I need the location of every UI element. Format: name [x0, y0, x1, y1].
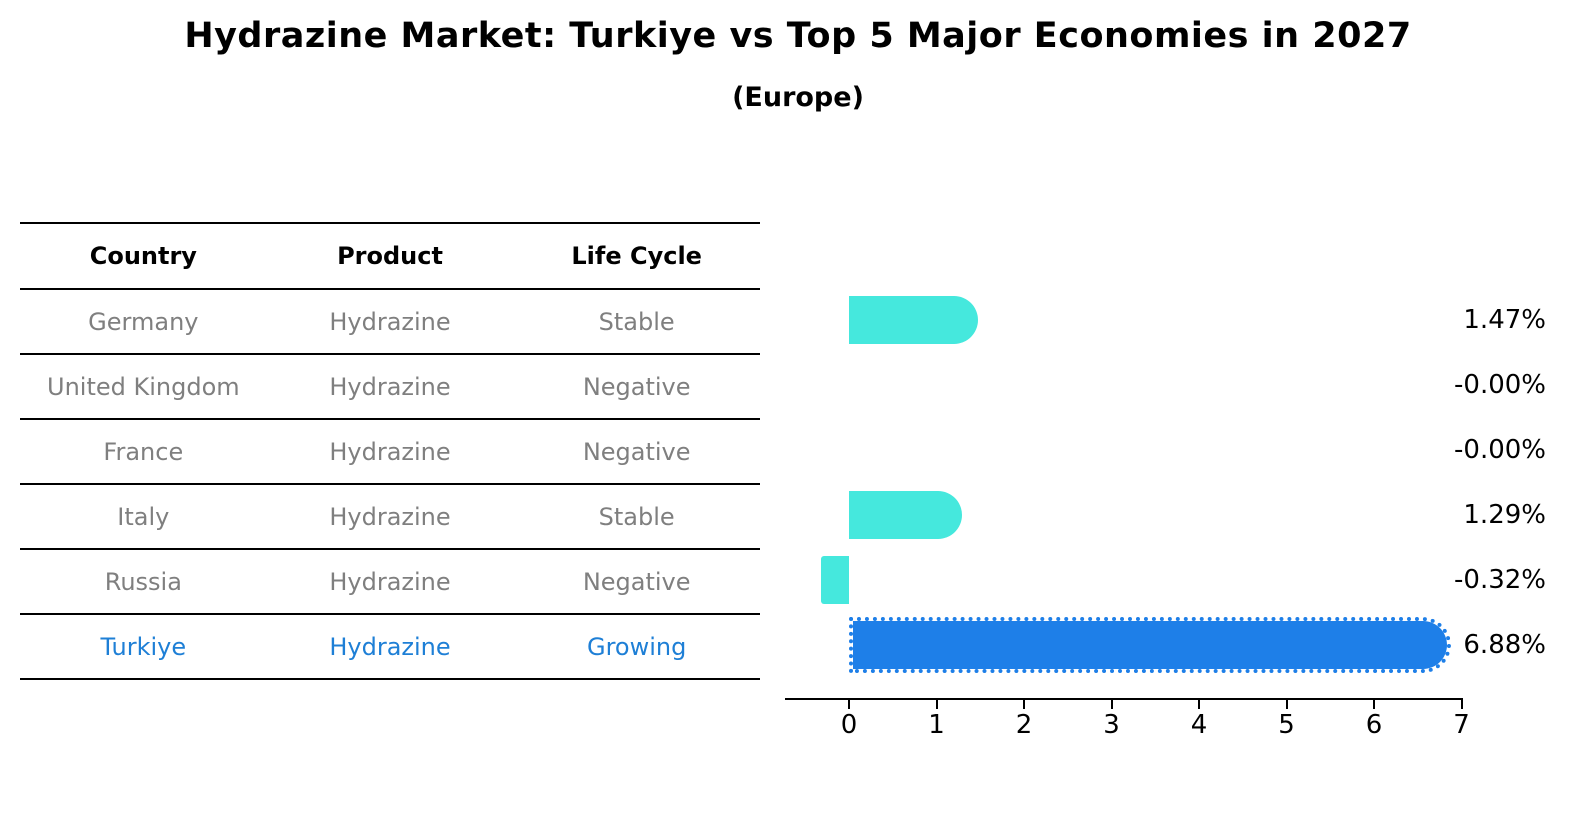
- table-cell-life-cycle: Negative: [582, 437, 691, 466]
- x-axis-tick: [1285, 700, 1288, 709]
- x-axis-tick: [1110, 700, 1113, 709]
- x-axis-tick-label: 2: [1015, 710, 1033, 740]
- bar-turkiye: [849, 617, 1451, 673]
- x-axis-tick-label: 3: [1103, 710, 1120, 740]
- table-cell-country: Germany: [88, 307, 199, 336]
- table-cell-country: Turkiye: [100, 632, 187, 661]
- x-axis-tick: [1373, 700, 1375, 709]
- x-axis-tick-label: 1: [928, 710, 945, 740]
- x-axis-tick-label: 5: [1278, 710, 1295, 740]
- table-cell-product: Hydrazine: [329, 502, 451, 531]
- x-axis-tick-label: 0: [840, 710, 858, 740]
- table-cell-life-cycle: Growing: [586, 632, 687, 661]
- table-row: Germany Hydrazine Stable: [20, 290, 760, 355]
- column-header-country: Country: [89, 242, 197, 270]
- table-cell-country: France: [103, 437, 184, 466]
- x-axis-tick-label: 6: [1365, 710, 1383, 740]
- x-axis-tick: [935, 700, 938, 709]
- table-cell-product: Hydrazine: [329, 307, 451, 336]
- table-cell-country: Italy: [117, 502, 170, 531]
- table-cell-life-cycle: Stable: [598, 307, 675, 336]
- column-header-product: Product: [337, 242, 443, 270]
- chart-title: Hydrazine Market: Turkiye vs Top 5 Major…: [184, 16, 1412, 56]
- column-header-life-cycle: Life Cycle: [571, 242, 702, 270]
- table-cell-life-cycle: Negative: [582, 372, 691, 401]
- bar-russia: [821, 556, 849, 604]
- x-axis-tick: [1023, 700, 1025, 709]
- table-cell-product: Hydrazine: [329, 372, 451, 401]
- value-label-united-kingdom: -0.00%: [1454, 370, 1546, 400]
- table-cell-country: United Kingdom: [47, 372, 240, 401]
- table-row: Turkiye Hydrazine Growing: [20, 615, 760, 680]
- x-axis-tick: [1198, 700, 1200, 709]
- table-row: United Kingdom Hydrazine Negative: [20, 355, 760, 420]
- x-axis: [785, 698, 1463, 700]
- table-cell-life-cycle: Stable: [598, 502, 675, 531]
- x-axis-tick-label: 4: [1190, 710, 1208, 740]
- bar-chart: 1.47% -0.00% -0.00% 1.29% -0.32% 6.88% 0 1 2 3 4 5 6…: [785, 0, 1596, 823]
- bar-italy: [849, 491, 962, 539]
- value-label-germany: 1.47%: [1463, 305, 1546, 335]
- x-axis-tick: [1460, 700, 1463, 709]
- table-row: Russia Hydrazine Negative: [20, 550, 760, 615]
- table-cell-product: Hydrazine: [329, 567, 451, 596]
- value-label-russia: -0.32%: [1454, 565, 1546, 595]
- value-label-turkiye: 6.88%: [1463, 630, 1546, 660]
- value-label-italy: 1.29%: [1463, 500, 1546, 530]
- table-row: France Hydrazine Negative: [20, 420, 760, 485]
- table-row: Italy Hydrazine Stable: [20, 485, 760, 550]
- bar-germany: [849, 296, 978, 344]
- table-header-row: Country Product Life Cycle: [20, 224, 760, 290]
- x-axis-tick: [848, 700, 850, 709]
- table-cell-product: Hydrazine: [329, 632, 451, 661]
- table-cell-life-cycle: Negative: [582, 567, 691, 596]
- table-cell-country: Russia: [104, 567, 182, 596]
- chart-subtitle: (Europe): [732, 82, 864, 113]
- value-label-france: -0.00%: [1454, 435, 1546, 465]
- table-cell-product: Hydrazine: [329, 437, 451, 466]
- x-axis-tick-label: 7: [1453, 710, 1470, 740]
- country-table: Country Product Life Cycle Germany Hydraz…: [20, 222, 760, 680]
